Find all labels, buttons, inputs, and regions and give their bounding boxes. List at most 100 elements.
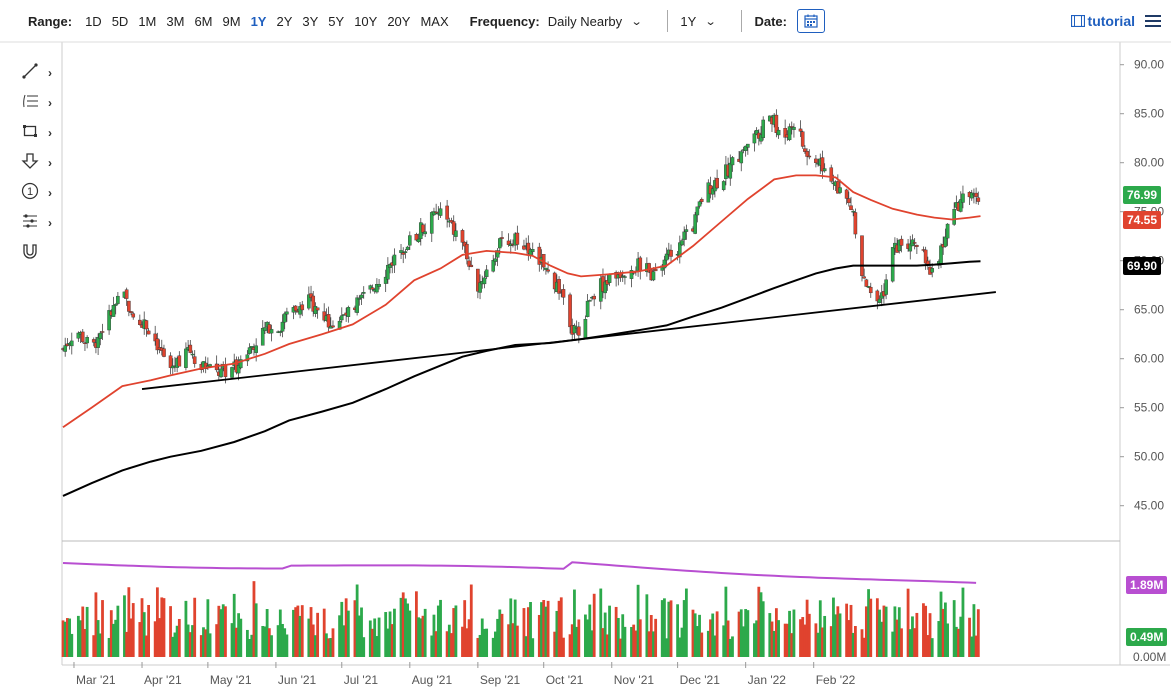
range-button-1m[interactable]: 1M bbox=[138, 13, 157, 29]
volume-bar bbox=[731, 636, 734, 657]
volume-bar bbox=[555, 610, 559, 657]
volume-bar bbox=[138, 622, 142, 657]
range-button-max[interactable]: MAX bbox=[420, 13, 449, 29]
volume-bar bbox=[430, 635, 434, 657]
candle-body bbox=[177, 355, 182, 367]
volume-bar bbox=[432, 614, 436, 657]
volume-bar bbox=[649, 615, 653, 657]
candle-body bbox=[423, 231, 427, 235]
range-button-10y[interactable]: 10Y bbox=[354, 13, 378, 29]
candle-body bbox=[776, 129, 781, 136]
candle-body bbox=[787, 126, 792, 141]
period-select[interactable]: 1Y ⌄ bbox=[680, 14, 717, 29]
volume-bar bbox=[311, 624, 315, 657]
volume-bar bbox=[603, 612, 607, 657]
x-tick-label: Sep '21 bbox=[480, 673, 521, 687]
rectangle-tool-button[interactable]: › bbox=[20, 118, 60, 148]
candle-body bbox=[269, 329, 274, 334]
volume-bar bbox=[619, 638, 622, 657]
volume-bar bbox=[542, 600, 546, 657]
volume-bar bbox=[296, 605, 300, 657]
volume-bar bbox=[278, 609, 282, 657]
candle-body bbox=[912, 242, 917, 244]
range-button-1y[interactable]: 1Y bbox=[250, 13, 267, 29]
fib-tool-button[interactable]: › bbox=[20, 88, 60, 118]
volume-bar bbox=[292, 609, 295, 657]
volume-bar bbox=[254, 603, 258, 657]
ma-short-line bbox=[62, 174, 981, 429]
range-button-1d[interactable]: 1D bbox=[85, 13, 102, 29]
candle-body bbox=[807, 155, 812, 158]
candle-body bbox=[153, 333, 157, 342]
measure-tool-button[interactable]: › bbox=[20, 208, 60, 238]
range-button-5y[interactable]: 5Y bbox=[328, 13, 345, 29]
volume-bar bbox=[715, 611, 719, 657]
range-button-20y[interactable]: 20Y bbox=[387, 13, 411, 29]
arrow-down-tool-button[interactable]: › bbox=[20, 148, 60, 178]
volume-bar bbox=[239, 618, 243, 657]
calendar-button[interactable] bbox=[797, 9, 825, 33]
volume-bar bbox=[445, 631, 449, 657]
chart-gridlines bbox=[0, 41, 1171, 666]
candle-body bbox=[359, 294, 364, 299]
candle-body bbox=[469, 264, 474, 268]
chevron-right-icon: › bbox=[48, 66, 52, 80]
candle-body bbox=[651, 271, 656, 281]
volume-bar bbox=[900, 628, 903, 657]
volume-bar bbox=[221, 604, 225, 657]
x-tick-label: Aug '21 bbox=[412, 673, 453, 687]
candle-body bbox=[432, 211, 436, 216]
range-button-9m[interactable]: 9M bbox=[222, 13, 241, 29]
range-button-6m[interactable]: 6M bbox=[194, 13, 213, 29]
candle-body bbox=[974, 192, 978, 197]
volume-bar bbox=[724, 586, 728, 657]
volume-bar bbox=[709, 619, 712, 657]
candle-body bbox=[730, 157, 735, 166]
volume-bar bbox=[869, 598, 873, 657]
volume-bar bbox=[417, 617, 420, 657]
volume-bar bbox=[496, 618, 500, 657]
volume-bar bbox=[263, 626, 267, 657]
volume-bar bbox=[173, 632, 177, 657]
candle-body bbox=[357, 298, 362, 300]
volume-bar bbox=[867, 589, 870, 657]
range-button-2y[interactable]: 2Y bbox=[276, 13, 293, 29]
volume-bar bbox=[206, 599, 210, 657]
range-button-5d[interactable]: 5D bbox=[111, 13, 129, 29]
volume-bar bbox=[322, 608, 326, 657]
volume-bar bbox=[814, 623, 818, 657]
volume-bar bbox=[546, 600, 550, 657]
volume-bar bbox=[605, 634, 609, 657]
hamburger-menu-icon[interactable] bbox=[1145, 12, 1161, 30]
range-button-3y[interactable]: 3Y bbox=[302, 13, 319, 29]
volume-bar bbox=[129, 618, 133, 657]
volume-bar bbox=[930, 638, 934, 657]
volume-bar bbox=[245, 629, 249, 657]
candle-body bbox=[522, 245, 526, 250]
magnet-button[interactable] bbox=[20, 238, 60, 268]
candle-body bbox=[662, 259, 667, 269]
volume-zero-label: 0.00M bbox=[1133, 650, 1167, 664]
volume-bar bbox=[805, 599, 809, 657]
circle-number-tool-button[interactable]: 1 › bbox=[20, 178, 60, 208]
calendar-icon bbox=[804, 14, 818, 28]
volume-bar bbox=[208, 633, 212, 657]
volume-bar bbox=[801, 617, 805, 657]
candle-body bbox=[495, 250, 500, 258]
line-tool-button[interactable]: › bbox=[20, 58, 60, 88]
candle-body bbox=[908, 243, 913, 252]
candle-body bbox=[188, 344, 193, 353]
volume-bar bbox=[384, 612, 388, 657]
range-button-3m[interactable]: 3M bbox=[166, 13, 185, 29]
tutorial-link[interactable]: tutorial bbox=[1070, 13, 1135, 29]
candle-body bbox=[864, 279, 869, 287]
volume-bar bbox=[215, 624, 219, 657]
volume-bar bbox=[265, 609, 269, 657]
x-tick-label: Jan '22 bbox=[748, 673, 787, 687]
candle-body bbox=[774, 114, 779, 133]
volume-bar bbox=[390, 624, 394, 657]
volume-bar bbox=[742, 626, 745, 657]
volume-bar bbox=[584, 614, 587, 657]
frequency-select[interactable]: Daily Nearby ⌄ bbox=[548, 14, 643, 29]
